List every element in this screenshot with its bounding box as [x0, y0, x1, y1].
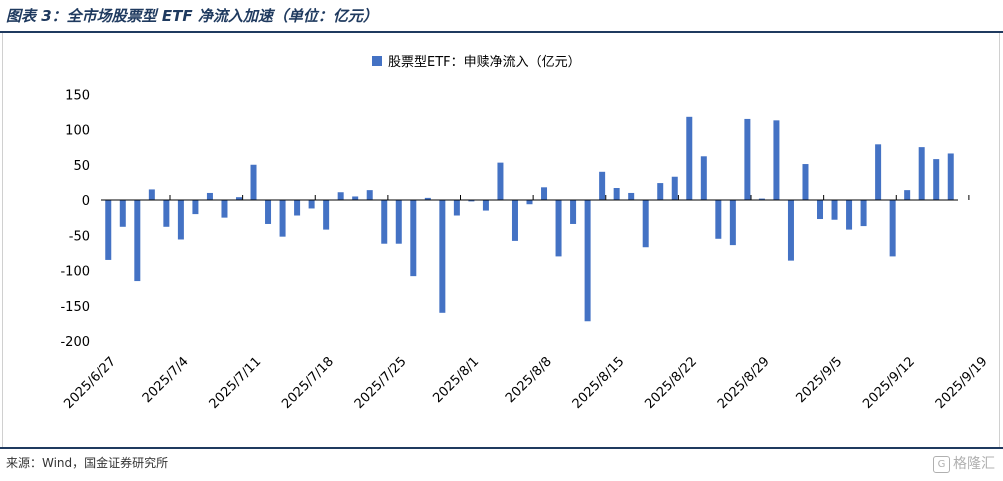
x-tick-label: 2025/8/8 [503, 354, 555, 406]
y-tick-label: -100 [60, 265, 90, 280]
bar [221, 200, 228, 218]
bar [497, 162, 504, 200]
bar [657, 183, 664, 200]
x-tick-label: 2025/8/22 [642, 354, 700, 412]
bar [904, 190, 911, 200]
bar [715, 200, 722, 239]
bar [773, 120, 780, 200]
bar [105, 200, 112, 260]
y-tick-label: 50 [73, 159, 90, 174]
bar [279, 200, 286, 237]
legend: 股票型ETF：申赎净流入（亿元） [372, 55, 581, 70]
bar [584, 200, 591, 322]
x-tick-label: 2025/9/12 [860, 354, 918, 412]
bar-series [105, 116, 954, 322]
bar [323, 200, 330, 230]
y-axis: 150 100 50 0 -50 -100 -150 -200 [60, 88, 90, 350]
bar [235, 197, 242, 200]
x-tick-label: 2025/8/15 [570, 354, 628, 412]
bar [846, 200, 853, 230]
bar [453, 200, 460, 216]
bar [875, 144, 882, 200]
bar [555, 200, 562, 257]
x-tick-label: 2025/9/19 [933, 354, 991, 412]
bar [860, 200, 867, 227]
bar [294, 200, 301, 216]
x-tick-label: 2025/9/5 [793, 354, 845, 406]
y-tick-label: -150 [60, 300, 90, 315]
y-tick-label: 150 [65, 88, 90, 103]
bar [424, 197, 431, 200]
x-tick-label: 2025/7/11 [207, 354, 265, 412]
bar [918, 147, 925, 201]
x-tick-label: 2025/7/25 [352, 354, 410, 412]
y-tick-label: 0 [82, 194, 90, 209]
bar [366, 190, 373, 200]
bar [265, 200, 272, 224]
bar [381, 200, 388, 244]
bar [817, 200, 824, 220]
bar [511, 200, 518, 241]
bar [410, 200, 417, 277]
bar [947, 153, 954, 200]
y-tick-label: -50 [69, 229, 90, 244]
bar [700, 156, 707, 200]
chart-title: 图表 3：全市场股票型 ETF 净流入加速（单位：亿元） [6, 7, 378, 25]
bar [177, 200, 184, 240]
bar [599, 171, 606, 200]
bar [729, 200, 736, 246]
bar [352, 196, 359, 200]
bar [206, 192, 213, 200]
x-tick-label: 2025/7/4 [140, 354, 192, 406]
bar [686, 116, 693, 200]
bar [468, 200, 475, 202]
bar [163, 200, 170, 227]
bar [250, 164, 257, 200]
source-note: 来源：Wind，国金证券研究所 [6, 456, 169, 470]
bar [192, 200, 199, 215]
bar [482, 200, 489, 211]
bar [889, 200, 896, 257]
title-rule [0, 31, 1003, 33]
y-tick-label: -200 [60, 335, 90, 350]
x-tick-label: 2025/6/27 [61, 354, 119, 412]
watermark-text: 格隆汇 [953, 456, 995, 472]
bar [134, 200, 141, 282]
title-bar: 图表 3：全市场股票型 ETF 净流入加速（单位：亿元） [0, 0, 1003, 32]
y-tick-label: 100 [65, 124, 90, 139]
bar [613, 188, 620, 200]
bar [148, 189, 155, 200]
bar [439, 200, 446, 313]
x-tick-label: 2025/8/1 [430, 354, 482, 406]
bar [744, 118, 751, 200]
bar [758, 198, 765, 200]
bar [526, 200, 533, 205]
x-tick-label: 2025/7/18 [279, 354, 337, 412]
bar [337, 192, 344, 200]
legend-swatch [372, 56, 382, 66]
bar [671, 176, 678, 200]
bar [628, 192, 635, 200]
watermark-logo-icon: G [933, 455, 950, 473]
chart-frame [2, 33, 1000, 447]
bar [787, 200, 794, 261]
bar [119, 200, 126, 227]
legend-label: 股票型ETF：申赎净流入（亿元） [388, 55, 581, 70]
bar [831, 200, 838, 220]
bar [802, 164, 809, 200]
x-axis: 2025/6/27 2025/7/4 2025/7/11 2025/7/18 2025/… [61, 195, 991, 412]
bar [570, 200, 577, 224]
footer-rule [0, 447, 1003, 449]
bar [308, 200, 315, 209]
bar [395, 200, 402, 244]
x-tick-label: 2025/8/29 [715, 354, 773, 412]
bar [933, 159, 940, 200]
watermark: G 格隆汇 [933, 453, 995, 473]
bar [642, 200, 649, 248]
bar [541, 187, 548, 200]
